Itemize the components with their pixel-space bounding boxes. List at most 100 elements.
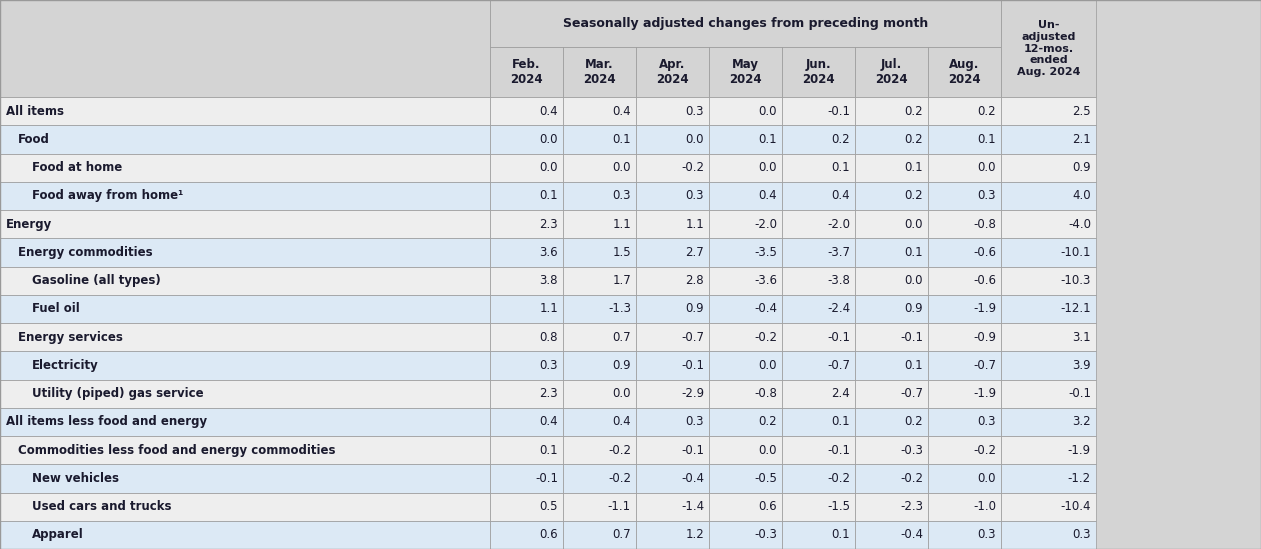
Bar xyxy=(782,210,855,238)
Text: -0.1: -0.1 xyxy=(827,444,850,457)
Text: 3.6: 3.6 xyxy=(540,246,559,259)
Bar xyxy=(782,182,855,210)
Text: 0.0: 0.0 xyxy=(759,444,777,457)
Text: -0.7: -0.7 xyxy=(827,359,850,372)
Text: -0.1: -0.1 xyxy=(681,444,704,457)
Bar xyxy=(855,379,928,408)
Bar xyxy=(562,464,636,492)
Bar xyxy=(709,436,782,464)
Text: 0.1: 0.1 xyxy=(831,416,850,428)
Bar xyxy=(928,182,1001,210)
Bar xyxy=(491,182,562,210)
Text: -10.1: -10.1 xyxy=(1061,246,1091,259)
Bar xyxy=(782,436,855,464)
Text: -0.4: -0.4 xyxy=(754,302,777,315)
Bar xyxy=(782,323,855,351)
Bar xyxy=(562,97,636,125)
Text: -0.2: -0.2 xyxy=(608,444,630,457)
Bar xyxy=(0,266,491,295)
Text: 0.0: 0.0 xyxy=(977,161,996,174)
Text: 0.3: 0.3 xyxy=(977,416,996,428)
Text: 0.1: 0.1 xyxy=(613,133,630,146)
Bar xyxy=(0,97,491,125)
Bar xyxy=(1001,266,1096,295)
Text: 0.1: 0.1 xyxy=(540,189,559,203)
Bar xyxy=(1001,182,1096,210)
Text: Energy commodities: Energy commodities xyxy=(18,246,153,259)
Text: -0.1: -0.1 xyxy=(827,105,850,117)
Text: Apr.
2024: Apr. 2024 xyxy=(656,58,689,86)
Bar xyxy=(636,295,709,323)
Bar xyxy=(562,47,636,97)
Text: 0.2: 0.2 xyxy=(904,133,923,146)
Text: -2.0: -2.0 xyxy=(827,217,850,231)
Bar xyxy=(562,238,636,266)
Bar xyxy=(491,323,562,351)
Bar xyxy=(855,266,928,295)
Text: -3.8: -3.8 xyxy=(827,274,850,287)
Text: 0.1: 0.1 xyxy=(904,161,923,174)
Bar xyxy=(709,295,782,323)
Text: -0.2: -0.2 xyxy=(681,161,704,174)
Text: -0.2: -0.2 xyxy=(608,472,630,485)
Text: Utility (piped) gas service: Utility (piped) gas service xyxy=(32,387,203,400)
Text: 0.6: 0.6 xyxy=(540,528,559,541)
Text: All items: All items xyxy=(6,105,64,117)
Bar xyxy=(855,210,928,238)
Text: 0.9: 0.9 xyxy=(904,302,923,315)
Bar xyxy=(709,47,782,97)
Text: -12.1: -12.1 xyxy=(1061,302,1091,315)
Text: 0.6: 0.6 xyxy=(758,500,777,513)
Bar xyxy=(709,492,782,521)
Text: -0.2: -0.2 xyxy=(973,444,996,457)
Bar xyxy=(0,0,491,97)
Text: -0.1: -0.1 xyxy=(535,472,559,485)
Bar xyxy=(928,210,1001,238)
Text: -0.2: -0.2 xyxy=(900,472,923,485)
Bar xyxy=(562,154,636,182)
Text: 0.2: 0.2 xyxy=(758,416,777,428)
Text: 2.7: 2.7 xyxy=(685,246,704,259)
Bar xyxy=(782,379,855,408)
Text: 3.8: 3.8 xyxy=(540,274,559,287)
Bar xyxy=(928,492,1001,521)
Text: 0.3: 0.3 xyxy=(686,416,704,428)
Bar xyxy=(709,351,782,379)
Text: Seasonally adjusted changes from preceding month: Seasonally adjusted changes from precedi… xyxy=(562,17,928,30)
Text: Food at home: Food at home xyxy=(32,161,122,174)
Text: 2.8: 2.8 xyxy=(686,274,704,287)
Text: 1.5: 1.5 xyxy=(613,246,630,259)
Text: -1.5: -1.5 xyxy=(827,500,850,513)
Text: 0.1: 0.1 xyxy=(540,444,559,457)
Bar xyxy=(782,47,855,97)
Bar xyxy=(562,182,636,210)
Bar xyxy=(709,266,782,295)
Bar xyxy=(0,295,491,323)
Text: -0.4: -0.4 xyxy=(681,472,704,485)
Bar xyxy=(709,210,782,238)
Bar xyxy=(1001,295,1096,323)
Bar xyxy=(1001,436,1096,464)
Bar xyxy=(782,295,855,323)
Bar xyxy=(636,408,709,436)
Bar xyxy=(636,492,709,521)
Text: 1.1: 1.1 xyxy=(540,302,559,315)
Bar xyxy=(709,125,782,154)
Bar xyxy=(782,351,855,379)
Text: 0.4: 0.4 xyxy=(613,416,630,428)
Text: 0.4: 0.4 xyxy=(540,416,559,428)
Bar xyxy=(928,97,1001,125)
Text: 2.5: 2.5 xyxy=(1072,105,1091,117)
Text: 0.9: 0.9 xyxy=(1072,161,1091,174)
Text: 0.2: 0.2 xyxy=(904,105,923,117)
Bar xyxy=(491,0,1001,47)
Text: 0.2: 0.2 xyxy=(904,189,923,203)
Bar xyxy=(855,464,928,492)
Bar xyxy=(562,436,636,464)
Text: Energy: Energy xyxy=(6,217,52,231)
Bar xyxy=(928,125,1001,154)
Bar xyxy=(491,408,562,436)
Bar xyxy=(636,238,709,266)
Text: 2.4: 2.4 xyxy=(831,387,850,400)
Text: Feb.
2024: Feb. 2024 xyxy=(511,58,542,86)
